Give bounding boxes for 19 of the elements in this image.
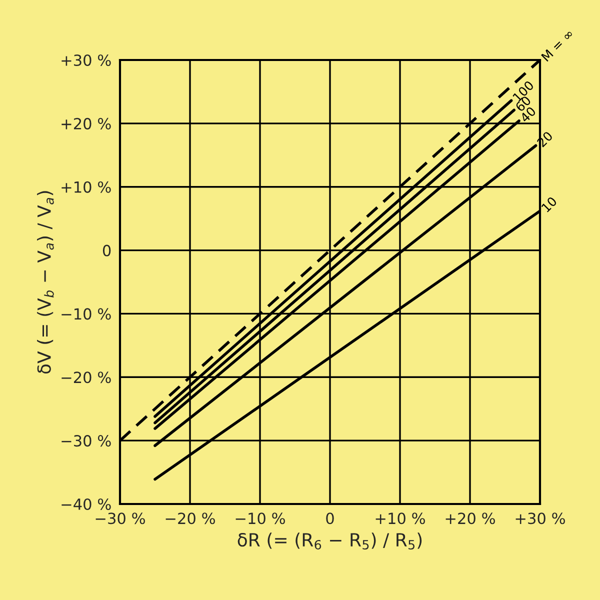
- y-tick-label: +20 %: [62, 118, 111, 130]
- y-tick-label: −10 %: [62, 308, 111, 320]
- x-tick-label: −10 %: [236, 512, 285, 524]
- y-axis-title: δV (= (V$_{b}$ − V$_{a}$) / V$_{a}$): [37, 191, 54, 374]
- y-tick-label: +30 %: [62, 54, 111, 66]
- y-tick-label: +10 %: [62, 181, 111, 193]
- x-tick-label: +20 %: [446, 512, 495, 524]
- y-tick-label: 0: [102, 244, 111, 256]
- x-tick-label: 0: [326, 512, 334, 524]
- x-axis-title: δR (= (R$_{6}$ − R$_{5}$) / R$_{5}$): [238, 532, 422, 550]
- y-tick-label: −30 %: [62, 435, 111, 447]
- y-tick-label: −40 %: [62, 498, 111, 510]
- x-tick-label: +30 %: [516, 512, 565, 524]
- x-tick-label: −30 %: [96, 512, 145, 524]
- x-tick-label: −20 %: [166, 512, 215, 524]
- text: 10: [541, 196, 558, 213]
- y-tick-label: −20 %: [62, 372, 111, 384]
- text: M = ∞: [541, 28, 574, 62]
- x-tick-label: +10 %: [376, 512, 425, 524]
